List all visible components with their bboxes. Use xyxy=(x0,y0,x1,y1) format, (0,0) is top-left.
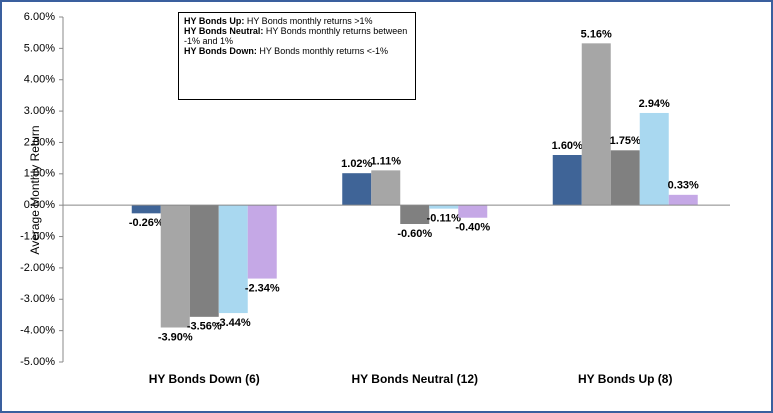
bar xyxy=(458,205,488,218)
bar xyxy=(668,194,698,206)
y-tick-label: -3.00% xyxy=(20,293,55,305)
y-tick-label: 0.00% xyxy=(24,199,55,211)
bar xyxy=(371,170,401,206)
x-tick-label: HY Bonds Down (6) xyxy=(149,372,260,386)
bar xyxy=(429,205,459,209)
annotation-text: HY Bonds monthly returns between -1% and… xyxy=(184,26,408,46)
value-label: 2.94% xyxy=(639,98,670,110)
y-tick-label: -5.00% xyxy=(20,356,55,368)
value-label: 1.75% xyxy=(610,135,641,147)
y-tick-label: -4.00% xyxy=(20,325,55,337)
y-axis-title: Average Monthly Return xyxy=(28,125,42,254)
bar xyxy=(400,205,430,224)
annotation-line: HY Bonds Up: HY Bonds monthly returns >1… xyxy=(184,16,410,26)
annotation-term: HY Bonds Neutral: xyxy=(184,26,264,36)
value-label: -2.34% xyxy=(245,282,280,294)
annotation-line: HY Bonds Down: HY Bonds monthly returns … xyxy=(184,46,410,56)
value-label: -3.44% xyxy=(216,317,251,329)
annotation-text: HY Bonds monthly returns <-1% xyxy=(256,46,388,56)
y-tick-label: 1.00% xyxy=(24,168,55,180)
value-label: -0.40% xyxy=(455,222,490,234)
y-tick-label: 6.00% xyxy=(24,11,55,23)
annotation-line: HY Bonds Neutral: HY Bonds monthly retur… xyxy=(184,26,410,46)
value-label: -3.90% xyxy=(158,331,193,343)
annotation-term: HY Bonds Down: xyxy=(184,46,257,56)
bar xyxy=(639,112,669,206)
bar xyxy=(189,205,219,317)
annotation-text: HY Bonds monthly returns >1% xyxy=(244,16,373,26)
y-tick-label: 5.00% xyxy=(24,42,55,54)
value-label: -3.56% xyxy=(187,321,222,333)
annotation-term: HY Bonds Up: xyxy=(184,16,245,26)
value-label: 1.11% xyxy=(370,155,401,167)
x-tick-label: HY Bonds Neutral (12) xyxy=(352,372,478,386)
value-label: 1.60% xyxy=(552,140,583,152)
annotation-box: HY Bonds Up: HY Bonds monthly returns >1… xyxy=(178,12,416,100)
x-tick-label: HY Bonds Up (8) xyxy=(578,372,672,386)
y-tick-label: 3.00% xyxy=(24,105,55,117)
y-tick-label: -1.00% xyxy=(20,230,55,242)
bar xyxy=(160,205,190,328)
value-label: -0.11% xyxy=(427,213,461,225)
bar xyxy=(218,205,248,314)
bar xyxy=(342,173,372,206)
value-label: 1.02% xyxy=(341,158,372,170)
bar xyxy=(131,205,161,214)
y-tick-label: 2.00% xyxy=(24,136,55,148)
y-tick-label: -2.00% xyxy=(20,262,55,274)
bar xyxy=(247,205,277,279)
bar xyxy=(610,150,640,206)
y-tick-label: 4.00% xyxy=(24,74,55,86)
value-label: 0.33% xyxy=(668,180,699,192)
value-label: -0.26% xyxy=(129,217,164,229)
value-label: 5.16% xyxy=(581,28,612,40)
bar xyxy=(581,43,611,206)
bar xyxy=(552,155,582,206)
value-label: -0.60% xyxy=(397,228,432,240)
